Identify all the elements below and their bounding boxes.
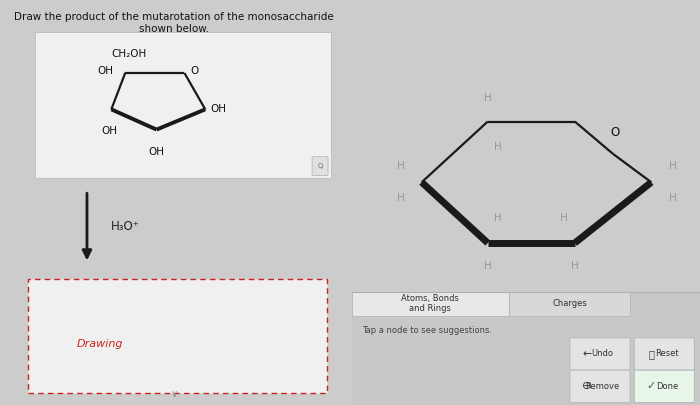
Text: OH: OH [211, 104, 227, 114]
Text: H₃O⁺: H₃O⁺ [111, 220, 140, 233]
Text: ✓: ✓ [647, 382, 656, 391]
Text: ∨: ∨ [170, 389, 178, 399]
Text: OH: OH [148, 147, 164, 157]
Text: H: H [484, 261, 491, 271]
Text: ⊖: ⊖ [582, 382, 592, 391]
Text: H: H [484, 93, 491, 103]
Text: Drawing: Drawing [76, 339, 123, 349]
Text: OH: OH [102, 126, 118, 136]
Text: CH₂OH: CH₂OH [111, 49, 146, 59]
Bar [509, 292, 631, 316]
FancyBboxPatch shape [312, 157, 328, 175]
Text: Q: Q [317, 163, 323, 169]
Text: O: O [610, 126, 620, 139]
Text: H: H [396, 161, 405, 171]
Text: H: H [561, 213, 568, 223]
Text: OH: OH [97, 66, 113, 76]
FancyBboxPatch shape [634, 338, 694, 370]
Text: Draw the product of the mutarotation of the monosaccharide
shown below.: Draw the product of the mutarotation of … [14, 12, 334, 34]
Text: H: H [571, 261, 579, 271]
Text: Charges: Charges [552, 299, 587, 308]
Text: 🗑: 🗑 [648, 349, 654, 359]
Text: Undo: Undo [592, 350, 614, 358]
Text: O: O [190, 66, 199, 76]
Text: Remove: Remove [585, 382, 620, 391]
FancyBboxPatch shape [570, 338, 630, 370]
Bar [352, 292, 509, 316]
FancyBboxPatch shape [35, 32, 330, 178]
Text: Done: Done [656, 382, 678, 391]
Text: H: H [396, 194, 405, 203]
Bar [352, 292, 700, 405]
FancyBboxPatch shape [634, 370, 694, 403]
FancyBboxPatch shape [570, 370, 630, 403]
Text: H: H [494, 213, 502, 223]
Text: H: H [668, 161, 676, 171]
Bar [28, 279, 327, 393]
Text: H: H [668, 194, 676, 203]
Text: Atoms, Bonds
and Rings: Atoms, Bonds and Rings [401, 294, 459, 313]
Text: ←: ← [582, 349, 592, 359]
Text: Tap a node to see suggestions.: Tap a node to see suggestions. [363, 326, 493, 335]
Text: H: H [494, 142, 502, 152]
Text: Reset: Reset [655, 350, 679, 358]
